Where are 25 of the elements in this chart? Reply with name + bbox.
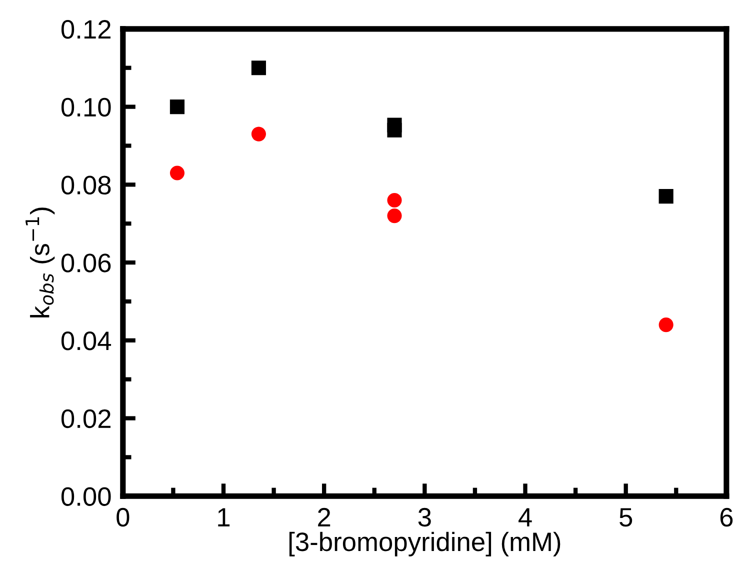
y-axis-title: k$_{obs}$ (s$^{−1}$)	[26, 208, 55, 318]
x-tick-label: 6	[720, 508, 733, 527]
point	[658, 318, 674, 332]
y-tick-label: 0.10	[61, 98, 111, 117]
point	[387, 122, 402, 138]
point	[170, 166, 185, 180]
y-tick-label: 0.00	[61, 487, 111, 506]
x-tick-label: 4	[518, 508, 532, 526]
x-tick-label: 0	[116, 508, 130, 527]
y-tick-label: 0.04	[61, 332, 112, 350]
point	[251, 60, 266, 76]
point	[658, 189, 674, 204]
y-tick-label: 0.12	[61, 20, 110, 39]
y-tick-label: 0.08	[61, 176, 111, 194]
point	[387, 208, 402, 224]
x-tick-label: 5	[620, 508, 632, 527]
x-tick-label: 3	[418, 508, 431, 527]
y-tick-label: 0.02	[61, 409, 110, 428]
point	[387, 192, 402, 208]
x-tick-label: 1	[218, 508, 230, 526]
x-tick-label: 2	[318, 508, 330, 526]
point	[170, 100, 185, 114]
x-axis-title: [3-bromopyridine] (mM)	[289, 532, 560, 556]
y-tick-label: 0.06	[61, 254, 111, 272]
point	[251, 126, 266, 142]
